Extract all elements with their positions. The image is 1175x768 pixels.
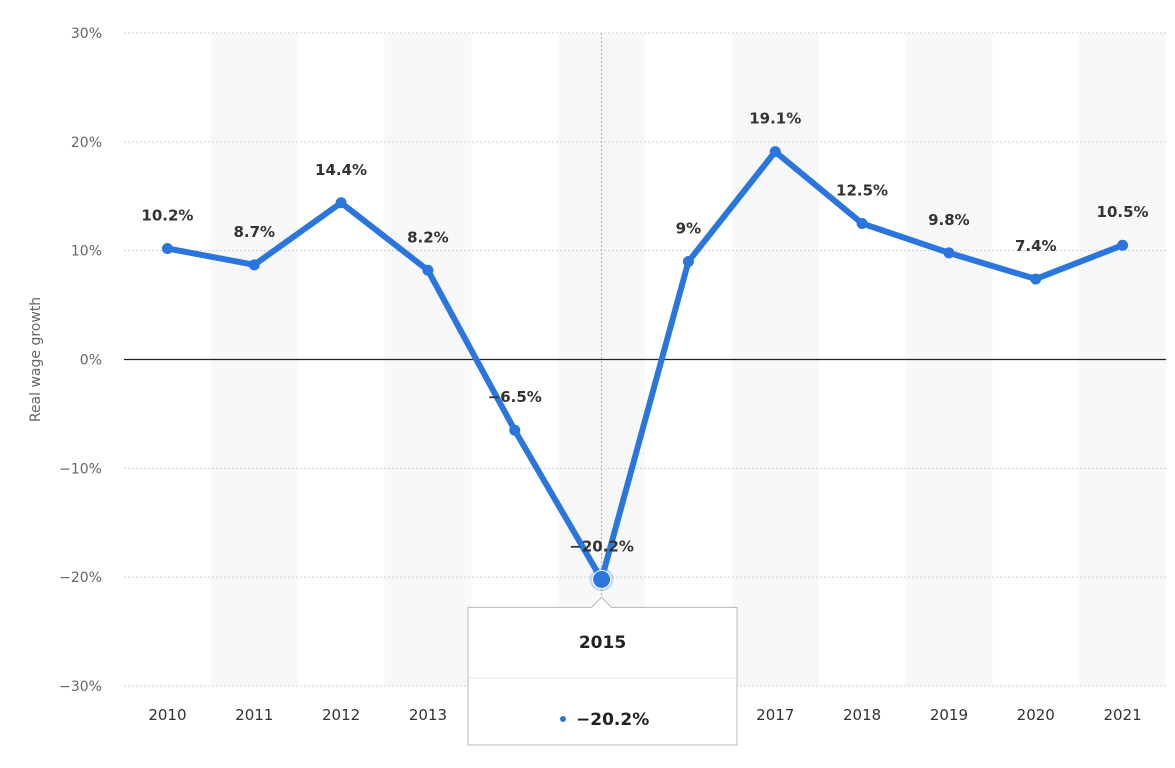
data-label: 8.7%: [233, 223, 275, 241]
data-label: 14.4%: [315, 161, 367, 179]
y-tick-label: −30%: [59, 679, 102, 695]
data-label: 8.2%: [407, 228, 449, 246]
data-point: [769, 146, 781, 158]
y-axis-label: Real wage growth: [28, 297, 44, 422]
data-label: 19.1%: [749, 110, 801, 128]
data-point: [161, 242, 173, 254]
data-point: [509, 424, 521, 436]
data-point: [248, 259, 260, 271]
x-tick-label: 2020: [1017, 706, 1055, 724]
tooltip-series-dot: [560, 716, 566, 722]
tooltip-box: [467, 596, 738, 746]
y-tick-label: 0%: [80, 353, 102, 369]
data-label: −20.2%: [569, 537, 634, 555]
data-label: 7.4%: [1015, 237, 1057, 255]
data-point: [682, 256, 694, 268]
y-tick-label: −10%: [59, 461, 102, 477]
data-point: [592, 569, 612, 589]
x-tick-label: 2013: [409, 706, 447, 724]
tooltip-value: −20.2%: [576, 710, 649, 730]
tooltip: 2015 −20.2%: [467, 596, 738, 746]
data-point: [943, 247, 955, 259]
x-tick-label: 2019: [930, 706, 968, 724]
data-label: 9%: [676, 220, 701, 238]
x-tick-label: 2021: [1103, 706, 1141, 724]
data-label: 9.8%: [928, 211, 970, 229]
data-point: [422, 264, 434, 276]
tooltip-category: 2015: [579, 633, 626, 653]
data-point: [1030, 273, 1042, 285]
data-label: −6.5%: [488, 388, 542, 406]
data-point: [335, 197, 347, 209]
series-line-path: [164, 148, 1126, 583]
data-points: [161, 146, 1129, 592]
y-tick-label: 10%: [71, 244, 102, 260]
data-labels: 10.2% 8.7% 14.4% 8.2% −6.5% −20.2% 9% 19.1% 12.5…: [141, 110, 1148, 556]
x-tick-label: 2017: [756, 706, 794, 724]
x-tick-label: 2012: [322, 706, 360, 724]
y-axis-ticks: 30% 20% 10% 0% −10% −20% −30%: [59, 26, 102, 695]
series-line: [164, 148, 1126, 583]
x-tick-label: 2018: [843, 706, 881, 724]
data-label: 10.5%: [1097, 203, 1149, 221]
y-tick-label: −20%: [59, 570, 102, 586]
y-tick-label: 30%: [71, 26, 102, 42]
data-label: 12.5%: [836, 181, 888, 199]
data-label: 10.2%: [141, 206, 193, 224]
y-tick-label: 20%: [71, 135, 102, 151]
x-tick-label: 2010: [148, 706, 186, 724]
data-point: [856, 217, 868, 229]
data-point: [1117, 239, 1129, 251]
x-tick-label: 2011: [235, 706, 273, 724]
